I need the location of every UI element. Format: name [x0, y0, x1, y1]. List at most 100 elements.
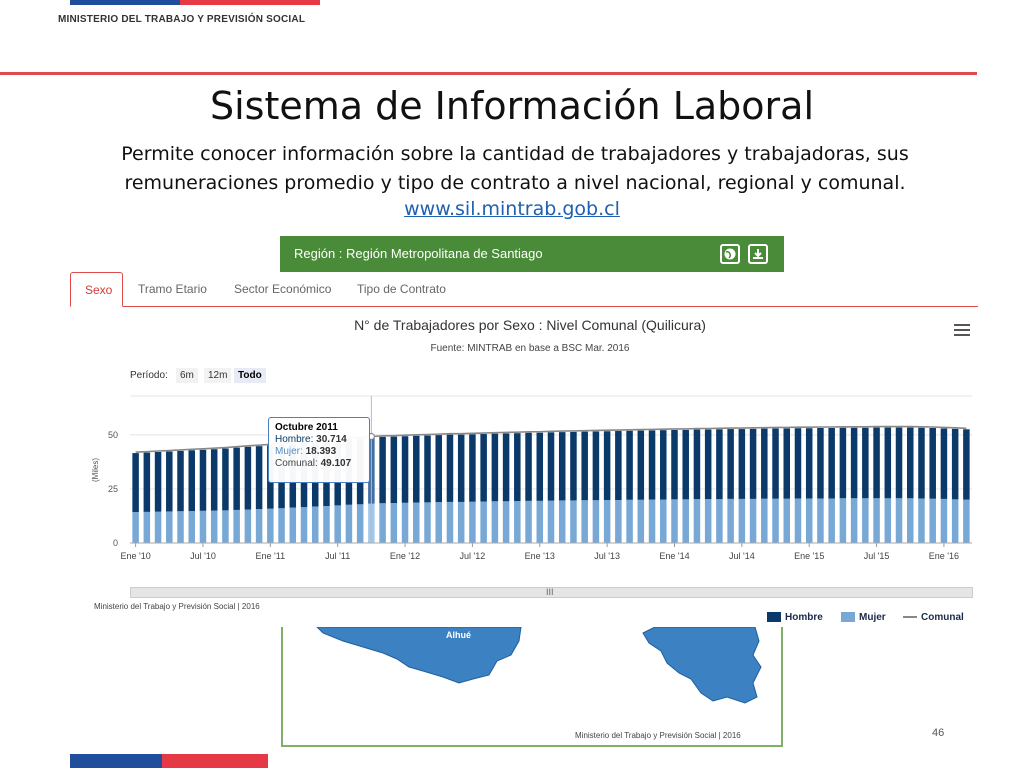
legend-mujer[interactable]: Mujer: [841, 612, 886, 623]
bar-hombre: [480, 434, 487, 502]
bar-hombre: [222, 448, 229, 511]
bar-mujer: [772, 498, 779, 543]
bar-mujer: [693, 499, 701, 543]
bar-hombre: [469, 434, 476, 502]
tab-sexo[interactable]: Sexo: [70, 272, 123, 307]
bar-mujer: [188, 511, 196, 543]
chart-tooltip: Octubre 2011 Hombre: 30.714 Mujer: 18.39…: [268, 417, 370, 483]
bar-hombre: [615, 431, 622, 500]
bar-hombre: [693, 429, 701, 500]
scrollbar-grip[interactable]: III: [546, 587, 554, 597]
y-tick-label: 25: [108, 484, 118, 494]
bar-hombre: [199, 449, 207, 511]
bar-hombre: [850, 427, 858, 499]
bar-mujer: [469, 501, 476, 543]
bar-hombre: [244, 446, 252, 510]
menu-icon[interactable]: [954, 324, 970, 336]
tab-tipo-de-contrato[interactable]: Tipo de Contrato: [357, 282, 446, 296]
bar-mujer: [727, 498, 734, 543]
bar-mujer: [805, 498, 813, 543]
bar-hombre: [761, 428, 768, 499]
bar-hombre: [637, 430, 645, 500]
bar-hombre: [547, 432, 555, 501]
bottom-accent-red: [162, 754, 268, 768]
bar-hombre: [906, 427, 914, 499]
period-12m-button[interactable]: 12m: [204, 368, 232, 383]
bar-mujer: [267, 508, 274, 543]
site-link[interactable]: www.sil.mintrab.gob.cl: [404, 198, 620, 220]
x-tick-label: Ene '15: [794, 551, 824, 561]
bar-mujer: [536, 500, 544, 543]
period-6m-button[interactable]: 6m: [176, 368, 198, 383]
bar-hombre: [143, 452, 151, 512]
bar-hombre: [918, 427, 925, 499]
header-divider: [0, 72, 977, 75]
map-label-alhue: Alhué: [446, 630, 472, 640]
bar-mujer: [716, 499, 723, 543]
bar-mujer: [289, 507, 297, 543]
bar-mujer: [558, 500, 566, 543]
bar-hombre: [166, 451, 173, 512]
bar-hombre: [873, 427, 880, 499]
bar-hombre: [794, 428, 802, 499]
bar-mujer: [895, 498, 903, 543]
bar-mujer: [480, 501, 487, 543]
bar-hombre: [828, 427, 835, 499]
bar-mujer: [873, 498, 880, 543]
bar-hombre: [413, 435, 420, 503]
bar-mujer: [345, 504, 353, 543]
bar-mujer: [300, 507, 308, 543]
bar-mujer: [963, 499, 970, 543]
tab-tramo-etario[interactable]: Tramo Etario: [138, 282, 207, 296]
page-number: 46: [932, 727, 945, 739]
bar-hombre: [929, 427, 936, 499]
chart-title: N° de Trabajadores por Sexo : Nivel Comu…: [354, 317, 706, 333]
navigator-scrollbar[interactable]: [130, 587, 973, 598]
bar-hombre: [188, 450, 196, 512]
y-tick-label: 0: [113, 538, 118, 548]
page-title: Sistema de Información Laboral: [209, 84, 815, 128]
bar-hombre: [626, 430, 633, 500]
region-bar: Región : Región Metropolitana de Santiag…: [280, 236, 784, 272]
legend-comunal[interactable]: Comunal: [903, 612, 964, 623]
bar-mujer: [951, 499, 959, 543]
bar-hombre: [401, 436, 409, 503]
tooltip-comunal-value: 49.107: [320, 458, 352, 469]
bar-mujer: [244, 509, 252, 543]
bar-hombre: [682, 429, 689, 500]
chart-subtitle: Fuente: MINTRAB en base a BSC Mar. 2016: [430, 343, 630, 354]
map-svg: [316, 627, 762, 704]
bar-mujer: [491, 501, 499, 543]
bar-mujer: [514, 501, 521, 543]
bar-mujer: [166, 511, 173, 543]
bar-hombre: [862, 427, 869, 499]
bar-hombre: [749, 428, 757, 499]
bar-hombre: [132, 453, 139, 513]
bar-mujer: [906, 498, 914, 543]
map-credit: Ministerio del Trabajo y Previsión Socia…: [575, 731, 741, 740]
bar-mujer: [457, 501, 465, 543]
bar-hombre: [435, 435, 442, 503]
bar-mujer: [794, 498, 802, 543]
bar-mujer: [682, 499, 689, 543]
bar-mujer: [862, 498, 869, 543]
bar-hombre: [727, 429, 734, 499]
download-icon[interactable]: [748, 244, 768, 264]
bar-mujer: [704, 499, 712, 543]
bar-mujer: [356, 504, 364, 543]
tab-sector-economico[interactable]: Sector Económico: [234, 282, 332, 296]
bar-mujer: [850, 498, 858, 543]
bar-mujer: [637, 499, 645, 543]
x-tick-label: Jul '10: [190, 551, 216, 561]
globe-icon[interactable]: [720, 244, 740, 264]
bar-hombre: [603, 431, 611, 500]
page-description: Permite conocer información sobre la can…: [121, 143, 909, 194]
x-tick-label: Jul '14: [729, 551, 755, 561]
legend-hombre[interactable]: Hombre: [767, 612, 823, 623]
bar-mujer: [525, 500, 532, 543]
bar-mujer: [311, 506, 319, 543]
period-todo-button[interactable]: Todo: [234, 368, 266, 383]
x-tick-label: Ene '12: [390, 551, 420, 561]
x-tick-label: Jul '13: [594, 551, 620, 561]
tooltip-comunal-label: Comunal:: [275, 458, 318, 469]
